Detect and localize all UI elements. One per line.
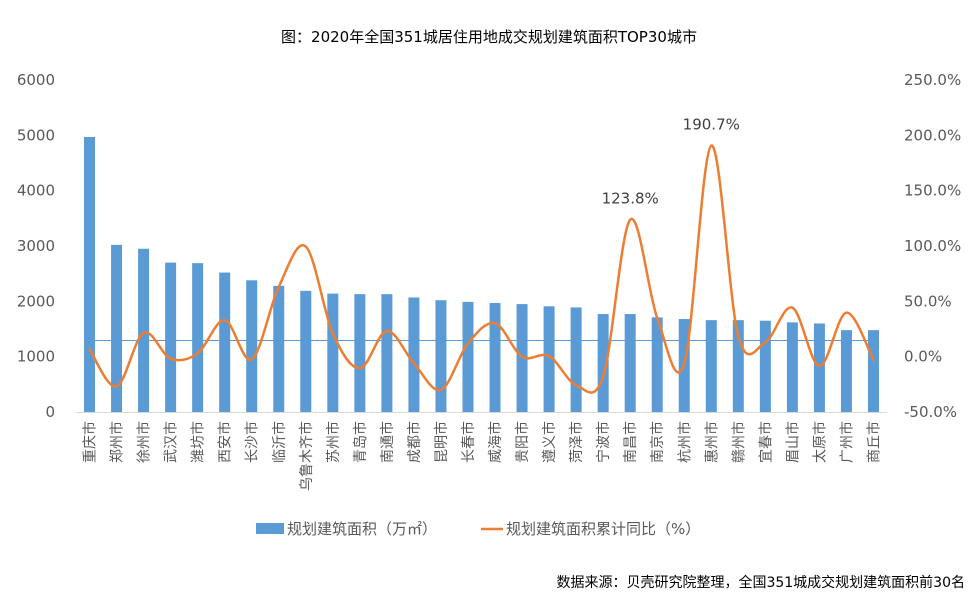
bar bbox=[354, 294, 366, 412]
legend: 规划建筑面积（万㎡） 规划建筑面积累计同比（%） bbox=[256, 520, 700, 538]
bar bbox=[786, 322, 798, 412]
x-tick-label: 潍坊市 bbox=[190, 421, 207, 463]
bar bbox=[111, 244, 123, 412]
x-tick-label: 临沂市 bbox=[271, 421, 288, 463]
bar bbox=[327, 293, 339, 412]
bar bbox=[165, 262, 177, 412]
right-axis-tick-label: 50.0% bbox=[904, 292, 952, 310]
x-tick-label: 长春市 bbox=[460, 421, 477, 463]
left-axis-tick-label: 0 bbox=[45, 403, 55, 421]
x-tick-label: 郑州市 bbox=[109, 421, 126, 463]
bar bbox=[408, 297, 420, 412]
x-tick-label: 南通市 bbox=[379, 421, 396, 463]
bar bbox=[840, 330, 852, 412]
right-axis-tick-label: 250.0% bbox=[904, 71, 961, 89]
bar bbox=[273, 285, 285, 412]
bar bbox=[759, 320, 771, 412]
x-tick-label: 南京市 bbox=[649, 421, 666, 463]
x-tick-label: 乌鲁木齐市 bbox=[298, 421, 315, 491]
line-series bbox=[88, 144, 875, 394]
bar bbox=[192, 263, 204, 412]
bar bbox=[867, 330, 879, 412]
bar bbox=[246, 280, 258, 412]
left-axis-tick-label: 3000 bbox=[17, 237, 55, 255]
x-tick-label: 长沙市 bbox=[244, 421, 261, 463]
bar bbox=[219, 272, 231, 412]
x-tick-label: 威海市 bbox=[487, 421, 504, 463]
x-tick-label: 宁波市 bbox=[595, 421, 612, 463]
left-axis-tick-label: 1000 bbox=[17, 348, 55, 366]
data-labels: 123.8% 190.7% bbox=[602, 116, 740, 208]
right-axis-tick-label: -50.0% bbox=[904, 403, 957, 421]
data-label: 190.7% bbox=[683, 116, 740, 134]
bar bbox=[300, 290, 312, 412]
bar bbox=[138, 248, 150, 412]
bar bbox=[651, 317, 663, 412]
left-axis-tick-label: 4000 bbox=[17, 182, 55, 200]
bar bbox=[705, 320, 717, 412]
right-axis-tick-label: 0.0% bbox=[904, 348, 942, 366]
x-tick-label: 成都市 bbox=[406, 421, 423, 463]
x-tick-label: 商丘市 bbox=[865, 421, 882, 463]
source-note: 数据来源：贝壳研究院整理，全国351城成交规划建筑面积前30名 bbox=[556, 575, 965, 591]
bar bbox=[624, 314, 636, 412]
bar bbox=[381, 294, 393, 412]
bar bbox=[570, 307, 582, 412]
x-tick-label: 徐州市 bbox=[136, 421, 153, 463]
right-axis-tick-label: 150.0% bbox=[904, 182, 961, 200]
x-tick-label: 菏泽市 bbox=[568, 421, 585, 463]
bar bbox=[813, 323, 825, 412]
x-tick-label: 惠州市 bbox=[703, 421, 720, 463]
x-tick-label: 贵阳市 bbox=[514, 421, 531, 463]
bar bbox=[732, 320, 744, 412]
x-tick-label: 青岛市 bbox=[352, 421, 369, 463]
x-tick-label: 重庆市 bbox=[82, 421, 99, 463]
x-tick-label: 广州市 bbox=[838, 421, 855, 463]
x-tick-label: 遵义市 bbox=[541, 421, 558, 463]
bar bbox=[543, 306, 555, 412]
x-tick-label: 南昌市 bbox=[622, 421, 639, 463]
left-axis-tick-label: 6000 bbox=[17, 71, 55, 89]
x-tick-label: 苏州市 bbox=[325, 421, 342, 463]
chart-title: 图：2020年全国351城居住用地成交规划建筑面积TOP30城市 bbox=[281, 28, 697, 46]
x-tick-label: 宜春市 bbox=[757, 421, 774, 463]
legend-line-label: 规划建筑面积累计同比（%） bbox=[506, 520, 700, 538]
legend-bar-swatch bbox=[256, 523, 284, 534]
bar bbox=[435, 300, 447, 412]
x-tick-label: 杭州市 bbox=[676, 421, 693, 463]
data-label: 123.8% bbox=[602, 190, 659, 208]
x-axis-labels: 重庆市 郑州市 徐州市 武汉市 潍坊市 西安市 长沙市 临沂市 乌鲁木齐市 苏州市 青岛市 南通市 成都… bbox=[82, 421, 883, 491]
bar bbox=[462, 301, 474, 412]
x-tick-label: 西安市 bbox=[217, 421, 234, 463]
right-axis-tick-label: 200.0% bbox=[904, 126, 961, 144]
bar bbox=[489, 302, 501, 412]
x-tick-label: 眉山市 bbox=[784, 421, 801, 463]
bar bbox=[84, 136, 96, 412]
bar bbox=[597, 314, 609, 412]
x-tick-label: 太原市 bbox=[811, 421, 828, 463]
left-axis-tick-label: 2000 bbox=[17, 292, 55, 310]
left-axis-tick-label: 5000 bbox=[17, 126, 55, 144]
legend-bar-label: 规划建筑面积（万㎡） bbox=[287, 520, 437, 538]
bar-series bbox=[84, 136, 879, 412]
x-tick-label: 赣州市 bbox=[730, 421, 747, 463]
x-tick-label: 武汉市 bbox=[163, 421, 180, 463]
right-axis-tick-label: 100.0% bbox=[904, 237, 961, 255]
right-axis: 250.0% 200.0% 150.0% 100.0% 50.0% 0.0% -50.0% bbox=[904, 71, 961, 421]
left-axis: 6000 5000 4000 3000 2000 1000 0 bbox=[17, 71, 55, 421]
x-tick-label: 昆明市 bbox=[433, 421, 450, 463]
